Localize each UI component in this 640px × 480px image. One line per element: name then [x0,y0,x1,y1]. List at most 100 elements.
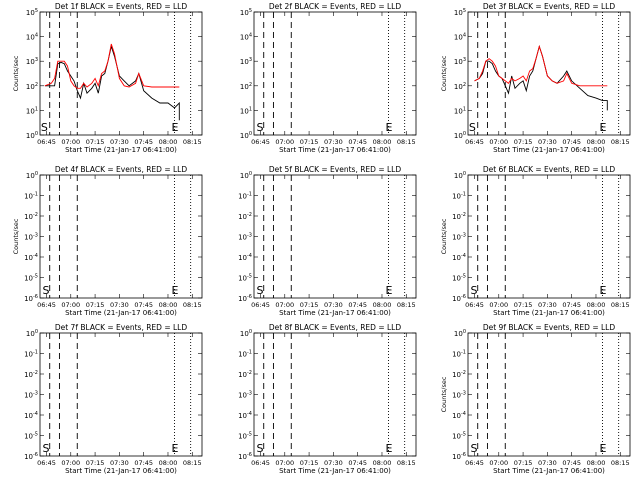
plot-frame [39,11,203,136]
y-tick-label: 10-2 [238,212,252,221]
plot-frame [467,174,631,299]
x-axis-label: Start Time (21-Jan-17 06:41:00) [65,309,177,317]
y-tick-text: 10-3 [452,391,466,400]
y-tick-label: 104 [454,33,466,42]
panel-title: Det 6f BLACK = Events, RED = LLD [483,165,616,174]
x-tick-label: 07:15 [300,301,319,309]
panel-title: Det 5f BLACK = Events, RED = LLD [269,165,402,174]
y-tick-text: 100 [26,171,38,180]
panel-det-8: Det 8f BLACK = Events, RED = LLD 10-6 10-5… [238,323,417,475]
y-tick-text: 105 [240,8,252,17]
x-tick-label: 08:00 [373,301,392,309]
y-tick-text: 10-2 [238,212,252,221]
plot-frame [39,174,203,299]
y-tick-label: 10-2 [24,370,38,379]
panel-det-1: Det 1f BLACK = Events, RED = LLD 100 101 10… [12,2,203,154]
y-tick-label: 10-5 [452,432,466,441]
series-line-events [44,44,180,121]
y-tick-text: 10-4 [238,253,252,262]
x-tick-label: 07:00 [489,459,508,467]
y-tick-text: 10-4 [452,253,466,262]
y-tick-label: 100 [240,171,252,180]
x-tick-label: 07:45 [348,138,367,146]
y-tick-text: 103 [26,57,38,66]
y-tick-text: 102 [240,82,252,91]
y-tick-text: 10-4 [24,253,38,262]
panel-title: Det 8f BLACK = Events, RED = LLD [269,323,402,332]
y-tick-label: 105 [26,8,38,17]
x-tick-label: 08:15 [397,301,416,309]
y-axis-label: Counts/sec [440,55,448,91]
x-tick-label: 07:00 [489,301,508,309]
end-marker: E [599,442,606,455]
x-tick-label: 06:45 [465,459,484,467]
panel-title: Det 2f BLACK = Events, RED = LLD [269,2,402,11]
y-tick-label: 100 [454,171,466,180]
y-tick-text: 10-6 [452,294,466,303]
x-tick-label: 08:00 [373,459,392,467]
x-tick-label: 08:15 [183,138,202,146]
y-tick-label: 10-3 [238,391,252,400]
y-tick-text: 10-6 [452,452,466,461]
y-tick-label: 101 [26,106,38,115]
x-tick-label: 08:00 [587,138,606,146]
y-tick-text: 10-2 [452,370,466,379]
y-tick-label: 103 [240,57,252,66]
x-tick-label: 06:45 [37,138,56,146]
panel-det-2: Det 2f BLACK = Events, RED = LLD 100 101 10… [240,2,417,154]
series-line-lld [474,44,608,87]
y-tick-text: 10-5 [238,432,252,441]
x-tick-label: 07:15 [514,301,533,309]
y-tick-label: 10-3 [452,391,466,400]
y-tick-label: 10-1 [238,350,252,359]
panel-title: Det 7f BLACK = Events, RED = LLD [55,323,188,332]
y-tick-text: 104 [454,33,466,42]
x-tick-label: 06:45 [251,459,270,467]
start-marker: S [469,121,476,134]
x-tick-label: 07:45 [134,138,153,146]
x-axis-label: Start Time (21-Jan-17 06:41:00) [493,467,605,475]
series-line-lld [44,43,180,89]
x-axis-label: Start Time (21-Jan-17 06:41:00) [493,146,605,154]
y-tick-text: 10-1 [452,192,466,201]
panel-title: Det 1f BLACK = Events, RED = LLD [55,2,188,11]
x-tick-label: 08:00 [587,301,606,309]
x-tick-label: 07:00 [61,301,80,309]
y-tick-text: 10-5 [24,274,38,283]
y-tick-text: 105 [454,8,466,17]
panel-det-9: Det 9f BLACK = Events, RED = LLD 10-6 10-5… [440,323,631,475]
y-tick-label: 10-5 [452,274,466,283]
x-tick-label: 08:15 [611,138,630,146]
plot-frame [253,174,417,299]
y-tick-text: 100 [454,329,466,338]
end-marker: E [599,121,606,134]
x-axis-label: Start Time (21-Jan-17 06:41:00) [65,146,177,154]
x-tick-label: 07:00 [275,138,294,146]
x-axis-label: Start Time (21-Jan-17 06:41:00) [65,467,177,475]
x-tick-label: 07:45 [134,459,153,467]
y-tick-label: 10-2 [452,370,466,379]
y-tick-label: 10-6 [238,294,252,303]
y-tick-text: 101 [240,106,252,115]
x-axis-label: Start Time (21-Jan-17 06:41:00) [493,309,605,317]
y-axis-label: Counts/sec [12,218,20,254]
x-tick-label: 06:45 [37,459,56,467]
y-tick-label: 10-2 [238,370,252,379]
y-tick-label: 100 [240,131,252,140]
y-tick-label: 100 [454,131,466,140]
y-tick-label: 10-5 [24,432,38,441]
x-tick-label: 08:15 [183,301,202,309]
x-axis-label: Start Time (21-Jan-17 06:41:00) [279,146,391,154]
y-axis-label: Counts/sec [440,376,448,412]
y-tick-label: 104 [26,33,38,42]
x-tick-label: 07:15 [300,138,319,146]
plot-frame [253,11,417,136]
start-marker: S [42,442,49,455]
y-tick-text: 10-1 [24,192,38,201]
x-tick-label: 07:15 [86,138,105,146]
x-tick-label: 06:45 [465,138,484,146]
y-tick-label: 105 [454,8,466,17]
panel-title: Det 4f BLACK = Events, RED = LLD [55,165,188,174]
x-tick-label: 08:15 [183,459,202,467]
end-marker: E [385,442,392,455]
